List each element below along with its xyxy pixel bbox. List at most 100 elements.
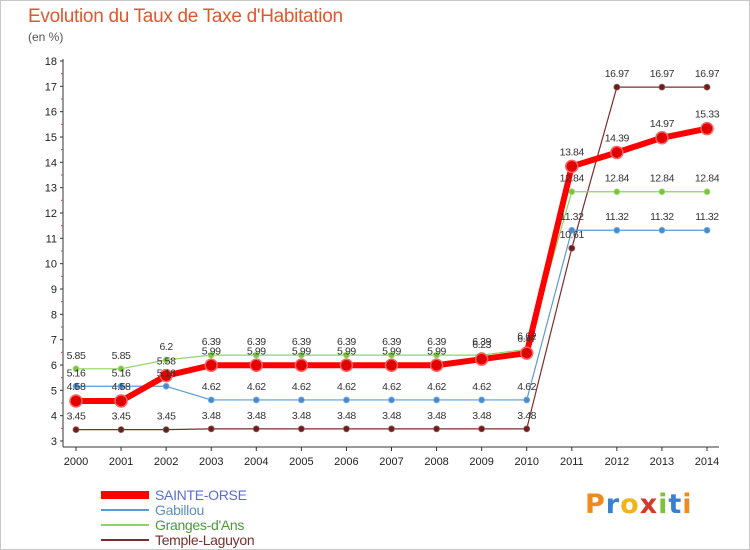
data-label: 16.97	[605, 68, 630, 80]
data-label: 14.39	[605, 132, 630, 144]
data-label: 12.84	[560, 173, 585, 185]
legend-swatch	[101, 523, 149, 526]
x-tick-label: 2011	[560, 456, 584, 468]
data-label: 3.45	[157, 411, 176, 423]
series-point-1	[388, 396, 395, 404]
data-label: 14.97	[650, 118, 675, 130]
series-point-2	[207, 351, 215, 359]
data-label: 5.16	[157, 367, 176, 379]
series-point-1	[433, 396, 440, 404]
data-label: 5.99	[337, 345, 356, 357]
series-point-1	[117, 382, 125, 390]
series-point-0	[339, 358, 354, 373]
data-label: 3.48	[247, 410, 266, 422]
series-point-0	[249, 358, 264, 373]
x-tick-label: 2010	[514, 456, 538, 468]
data-label: 12.84	[695, 173, 720, 185]
data-label: 5.85	[112, 350, 131, 362]
data-label: 5.85	[67, 350, 86, 362]
legend: SAINTE-ORSE Gabillou Granges-d'Ans Temple-L…	[101, 487, 255, 548]
data-label: 11.32	[605, 211, 629, 223]
data-label: 4.58	[112, 381, 131, 393]
series-point-3	[297, 425, 305, 433]
x-tick-label: 2013	[650, 456, 674, 468]
legend-label: Granges-d'Ans	[155, 516, 245, 533]
data-label: 11.32	[650, 211, 674, 223]
series-point-0	[384, 358, 399, 373]
series-point-1	[658, 226, 666, 234]
series-point-3	[568, 244, 576, 252]
data-label: 11.32	[560, 211, 584, 223]
series-point-2	[433, 351, 440, 359]
data-label: 6.39	[472, 336, 491, 348]
legend-swatch	[101, 508, 149, 511]
data-label: 5.16	[67, 367, 86, 379]
series-point-1	[613, 226, 621, 234]
series-point-0	[700, 121, 714, 136]
series-point-2	[162, 356, 170, 364]
brand-letter: P	[585, 489, 606, 520]
series-point-3	[343, 425, 350, 433]
data-label: 4.62	[247, 381, 266, 393]
series-point-1	[568, 226, 576, 234]
y-tick-label: 17	[45, 81, 57, 93]
x-tick-label: 2007	[379, 456, 403, 468]
data-label: 4.62	[292, 381, 311, 393]
data-label: 3.48	[292, 410, 311, 422]
legend-item: Temple-Laguyon	[101, 531, 255, 548]
data-label: 3.48	[472, 410, 491, 422]
data-label: 3.48	[337, 410, 356, 422]
series-point-1	[162, 382, 170, 390]
data-label: 12.84	[650, 173, 675, 185]
data-label: 13.84	[560, 146, 585, 158]
series-layer	[69, 83, 714, 434]
y-tick-label: 4	[51, 411, 57, 423]
legend-item: Gabillou	[101, 502, 254, 518]
data-label: 6.2	[159, 341, 173, 353]
data-label: 6.39	[382, 336, 401, 348]
data-label: 4.62	[472, 381, 491, 393]
series-point-2	[72, 365, 80, 373]
x-tick-label: 2004	[244, 456, 268, 468]
brand-letter: i	[682, 489, 693, 520]
data-label: 10.61	[560, 229, 585, 241]
series-point-2	[703, 188, 711, 196]
series-point-1	[703, 226, 711, 234]
y-tick-label: 3	[51, 436, 57, 448]
y-tick-label: 8	[51, 309, 57, 321]
data-label: 5.99	[292, 345, 311, 357]
data-label: 3.45	[112, 411, 131, 423]
data-label: 3.48	[202, 410, 221, 422]
series-point-0	[519, 346, 534, 360]
legend-swatch	[101, 490, 149, 499]
series-point-0	[474, 352, 489, 366]
series-point-1	[478, 396, 486, 404]
series-point-3	[72, 426, 80, 434]
y-tick-label: 12	[45, 208, 57, 220]
legend-swatch	[101, 538, 149, 541]
data-label: 6.39	[202, 336, 221, 348]
data-label: 5.16	[112, 367, 131, 379]
series-point-1	[207, 396, 215, 404]
series-point-3	[478, 425, 486, 433]
data-label: 6.47	[517, 333, 536, 345]
x-tick-label: 2005	[289, 456, 313, 468]
x-tick-label: 2012	[605, 456, 629, 468]
x-tick-label: 2008	[424, 456, 448, 468]
series-point-0	[204, 358, 218, 373]
y-tick-label: 16	[45, 107, 57, 119]
data-label: 5.99	[427, 345, 446, 357]
data-label: 6.39	[427, 336, 446, 348]
series-point-0	[114, 394, 128, 408]
legend-label: Temple-Laguyon	[155, 531, 255, 548]
data-label: 5.99	[247, 345, 266, 357]
data-label: 16.97	[695, 68, 720, 80]
y-tick-label: 5	[51, 385, 57, 397]
data-label: 4.62	[427, 381, 446, 393]
data-label: 5.58	[157, 356, 176, 368]
brand-letter: i	[658, 489, 669, 520]
data-label: 4.62	[202, 381, 221, 393]
y-tick-label: 14	[45, 157, 57, 169]
data-label: 4.62	[337, 381, 356, 393]
